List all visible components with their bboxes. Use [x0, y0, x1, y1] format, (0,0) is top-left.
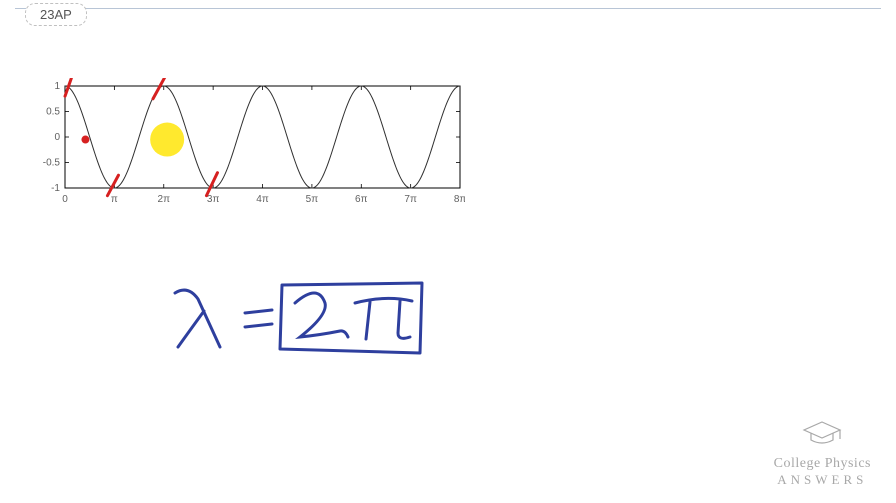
svg-text:2π: 2π	[158, 194, 171, 205]
svg-text:0.5: 0.5	[46, 107, 60, 118]
svg-text:7π: 7π	[404, 194, 417, 205]
svg-text:4π: 4π	[256, 194, 269, 205]
svg-text:5π: 5π	[306, 194, 319, 205]
chart-svg: 0 π 2π 3π 4π 5π 6π 7π 8π -1 -0.5 0 0.5 1	[35, 78, 465, 208]
logo-line1: College Physics	[774, 456, 871, 472]
svg-text:3π: 3π	[207, 194, 220, 205]
logo-line2: ANSWERS	[774, 472, 871, 488]
svg-text:8π: 8π	[454, 194, 465, 205]
equation-svg	[160, 275, 440, 365]
svg-text:1: 1	[54, 81, 60, 92]
site-logo: College Physics ANSWERS	[774, 420, 871, 488]
svg-text:π: π	[111, 194, 118, 205]
svg-text:6π: 6π	[355, 194, 368, 205]
svg-text:0: 0	[54, 132, 60, 143]
svg-text:-1: -1	[51, 183, 60, 194]
top-border	[15, 8, 881, 9]
tag-label: 23AP	[40, 7, 72, 22]
problem-tag: 23AP	[25, 3, 87, 26]
svg-text:0: 0	[62, 194, 68, 205]
sine-wave-chart: 0 π 2π 3π 4π 5π 6π 7π 8π -1 -0.5 0 0.5 1	[35, 78, 465, 208]
graduation-cap-icon	[802, 420, 842, 446]
svg-text:-0.5: -0.5	[43, 158, 61, 169]
equation-area	[160, 275, 440, 365]
